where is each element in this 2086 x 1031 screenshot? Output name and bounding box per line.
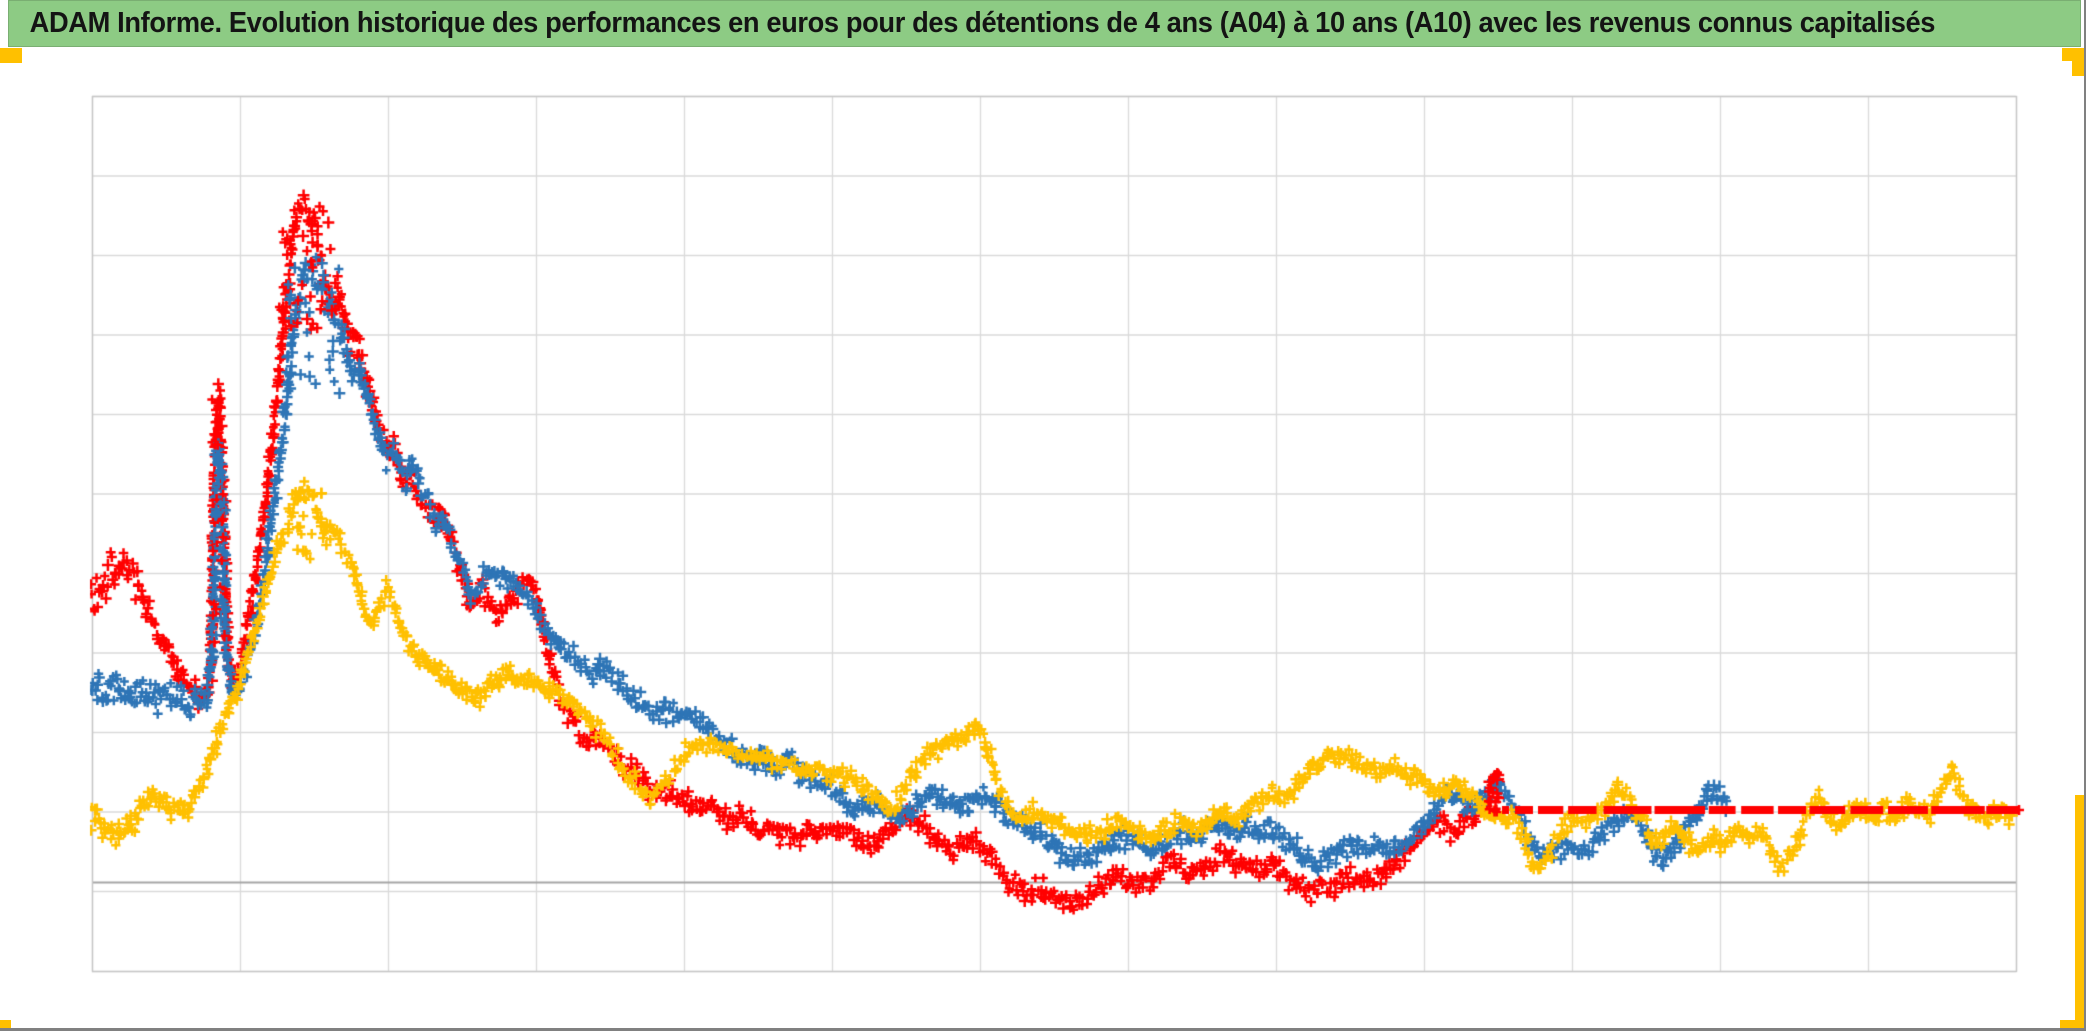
page-border-bottom xyxy=(0,1028,2086,1031)
accent-corner-top-left-icon xyxy=(0,48,22,63)
accent-corner-bottom-right-icon xyxy=(2060,1020,2086,1029)
title-bar: ADAM Informe. Evolution historique des p… xyxy=(8,0,2081,47)
accent-corner-bottom-left-icon xyxy=(0,1020,11,1029)
accent-corner-top-right-tail-icon xyxy=(2072,48,2084,76)
page-title: ADAM Informe. Evolution historique des p… xyxy=(29,7,1936,39)
accent-right-stripe xyxy=(2075,795,2084,1028)
page-border-right xyxy=(2084,0,2086,1031)
